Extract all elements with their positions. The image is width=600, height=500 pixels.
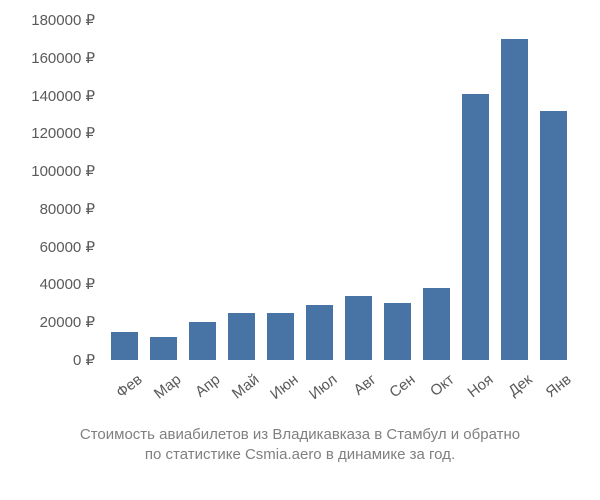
bar bbox=[384, 303, 411, 360]
y-tick-label: 0 ₽ bbox=[73, 351, 95, 369]
bar bbox=[267, 313, 294, 360]
caption-line-1: Стоимость авиабилетов из Владикавказа в … bbox=[20, 425, 580, 445]
bar bbox=[228, 313, 255, 360]
y-tick-label: 40000 ₽ bbox=[40, 275, 95, 293]
bar-slot bbox=[261, 20, 300, 360]
x-tick-label: Сен bbox=[376, 371, 418, 409]
bar-slot bbox=[339, 20, 378, 360]
y-tick-label: 80000 ₽ bbox=[40, 200, 95, 218]
bar-slot bbox=[183, 20, 222, 360]
y-tick-label: 100000 ₽ bbox=[31, 162, 95, 180]
bars-container bbox=[105, 20, 575, 360]
bar bbox=[462, 94, 489, 360]
chart-caption: Стоимость авиабилетов из Владикавказа в … bbox=[0, 425, 600, 466]
bar bbox=[111, 332, 138, 360]
y-tick-label: 60000 ₽ bbox=[40, 238, 95, 256]
bar bbox=[540, 111, 567, 360]
plot-area bbox=[105, 20, 575, 360]
y-tick-label: 160000 ₽ bbox=[31, 49, 95, 67]
y-tick-label: 140000 ₽ bbox=[31, 87, 95, 105]
x-tick-label: Мар bbox=[142, 371, 184, 409]
x-tick-label: Дек bbox=[493, 371, 535, 409]
x-tick-label: Июн bbox=[259, 371, 301, 409]
bar bbox=[345, 296, 372, 360]
bar-slot bbox=[378, 20, 417, 360]
bar-slot bbox=[300, 20, 339, 360]
x-axis: ФевМарАпрМайИюнИюлАвгСенОктНояДекЯнв bbox=[105, 365, 575, 425]
bar bbox=[423, 288, 450, 360]
bar bbox=[150, 337, 177, 360]
x-tick-label: Апр bbox=[181, 371, 223, 409]
y-tick-label: 180000 ₽ bbox=[31, 11, 95, 29]
x-tick-label: Авг bbox=[337, 371, 379, 409]
bar-slot bbox=[222, 20, 261, 360]
bar-slot bbox=[105, 20, 144, 360]
bar-slot bbox=[417, 20, 456, 360]
bar-slot bbox=[144, 20, 183, 360]
y-tick-label: 20000 ₽ bbox=[40, 313, 95, 331]
bar-slot bbox=[495, 20, 534, 360]
y-tick-label: 120000 ₽ bbox=[31, 124, 95, 142]
x-tick-label: Янв bbox=[532, 371, 574, 409]
price-chart: 0 ₽ 20000 ₽ 40000 ₽ 60000 ₽ 80000 ₽ 100000 ₽ 1… bbox=[0, 10, 600, 500]
bar-slot bbox=[456, 20, 495, 360]
x-tick-label: Ноя bbox=[454, 371, 496, 409]
bar bbox=[501, 39, 528, 360]
x-tick-label: Май bbox=[220, 371, 262, 409]
bar bbox=[306, 305, 333, 360]
x-tick-label: Окт bbox=[415, 371, 457, 409]
x-tick-label: Июл bbox=[298, 371, 340, 409]
bar bbox=[189, 322, 216, 360]
bar-slot bbox=[534, 20, 573, 360]
y-axis: 0 ₽20000 ₽40000 ₽60000 ₽80000 ₽100000 ₽1… bbox=[0, 20, 100, 360]
x-tick-label: Фев bbox=[103, 371, 145, 409]
caption-line-2: по статистике Csmia.aero в динамике за г… bbox=[20, 445, 580, 465]
